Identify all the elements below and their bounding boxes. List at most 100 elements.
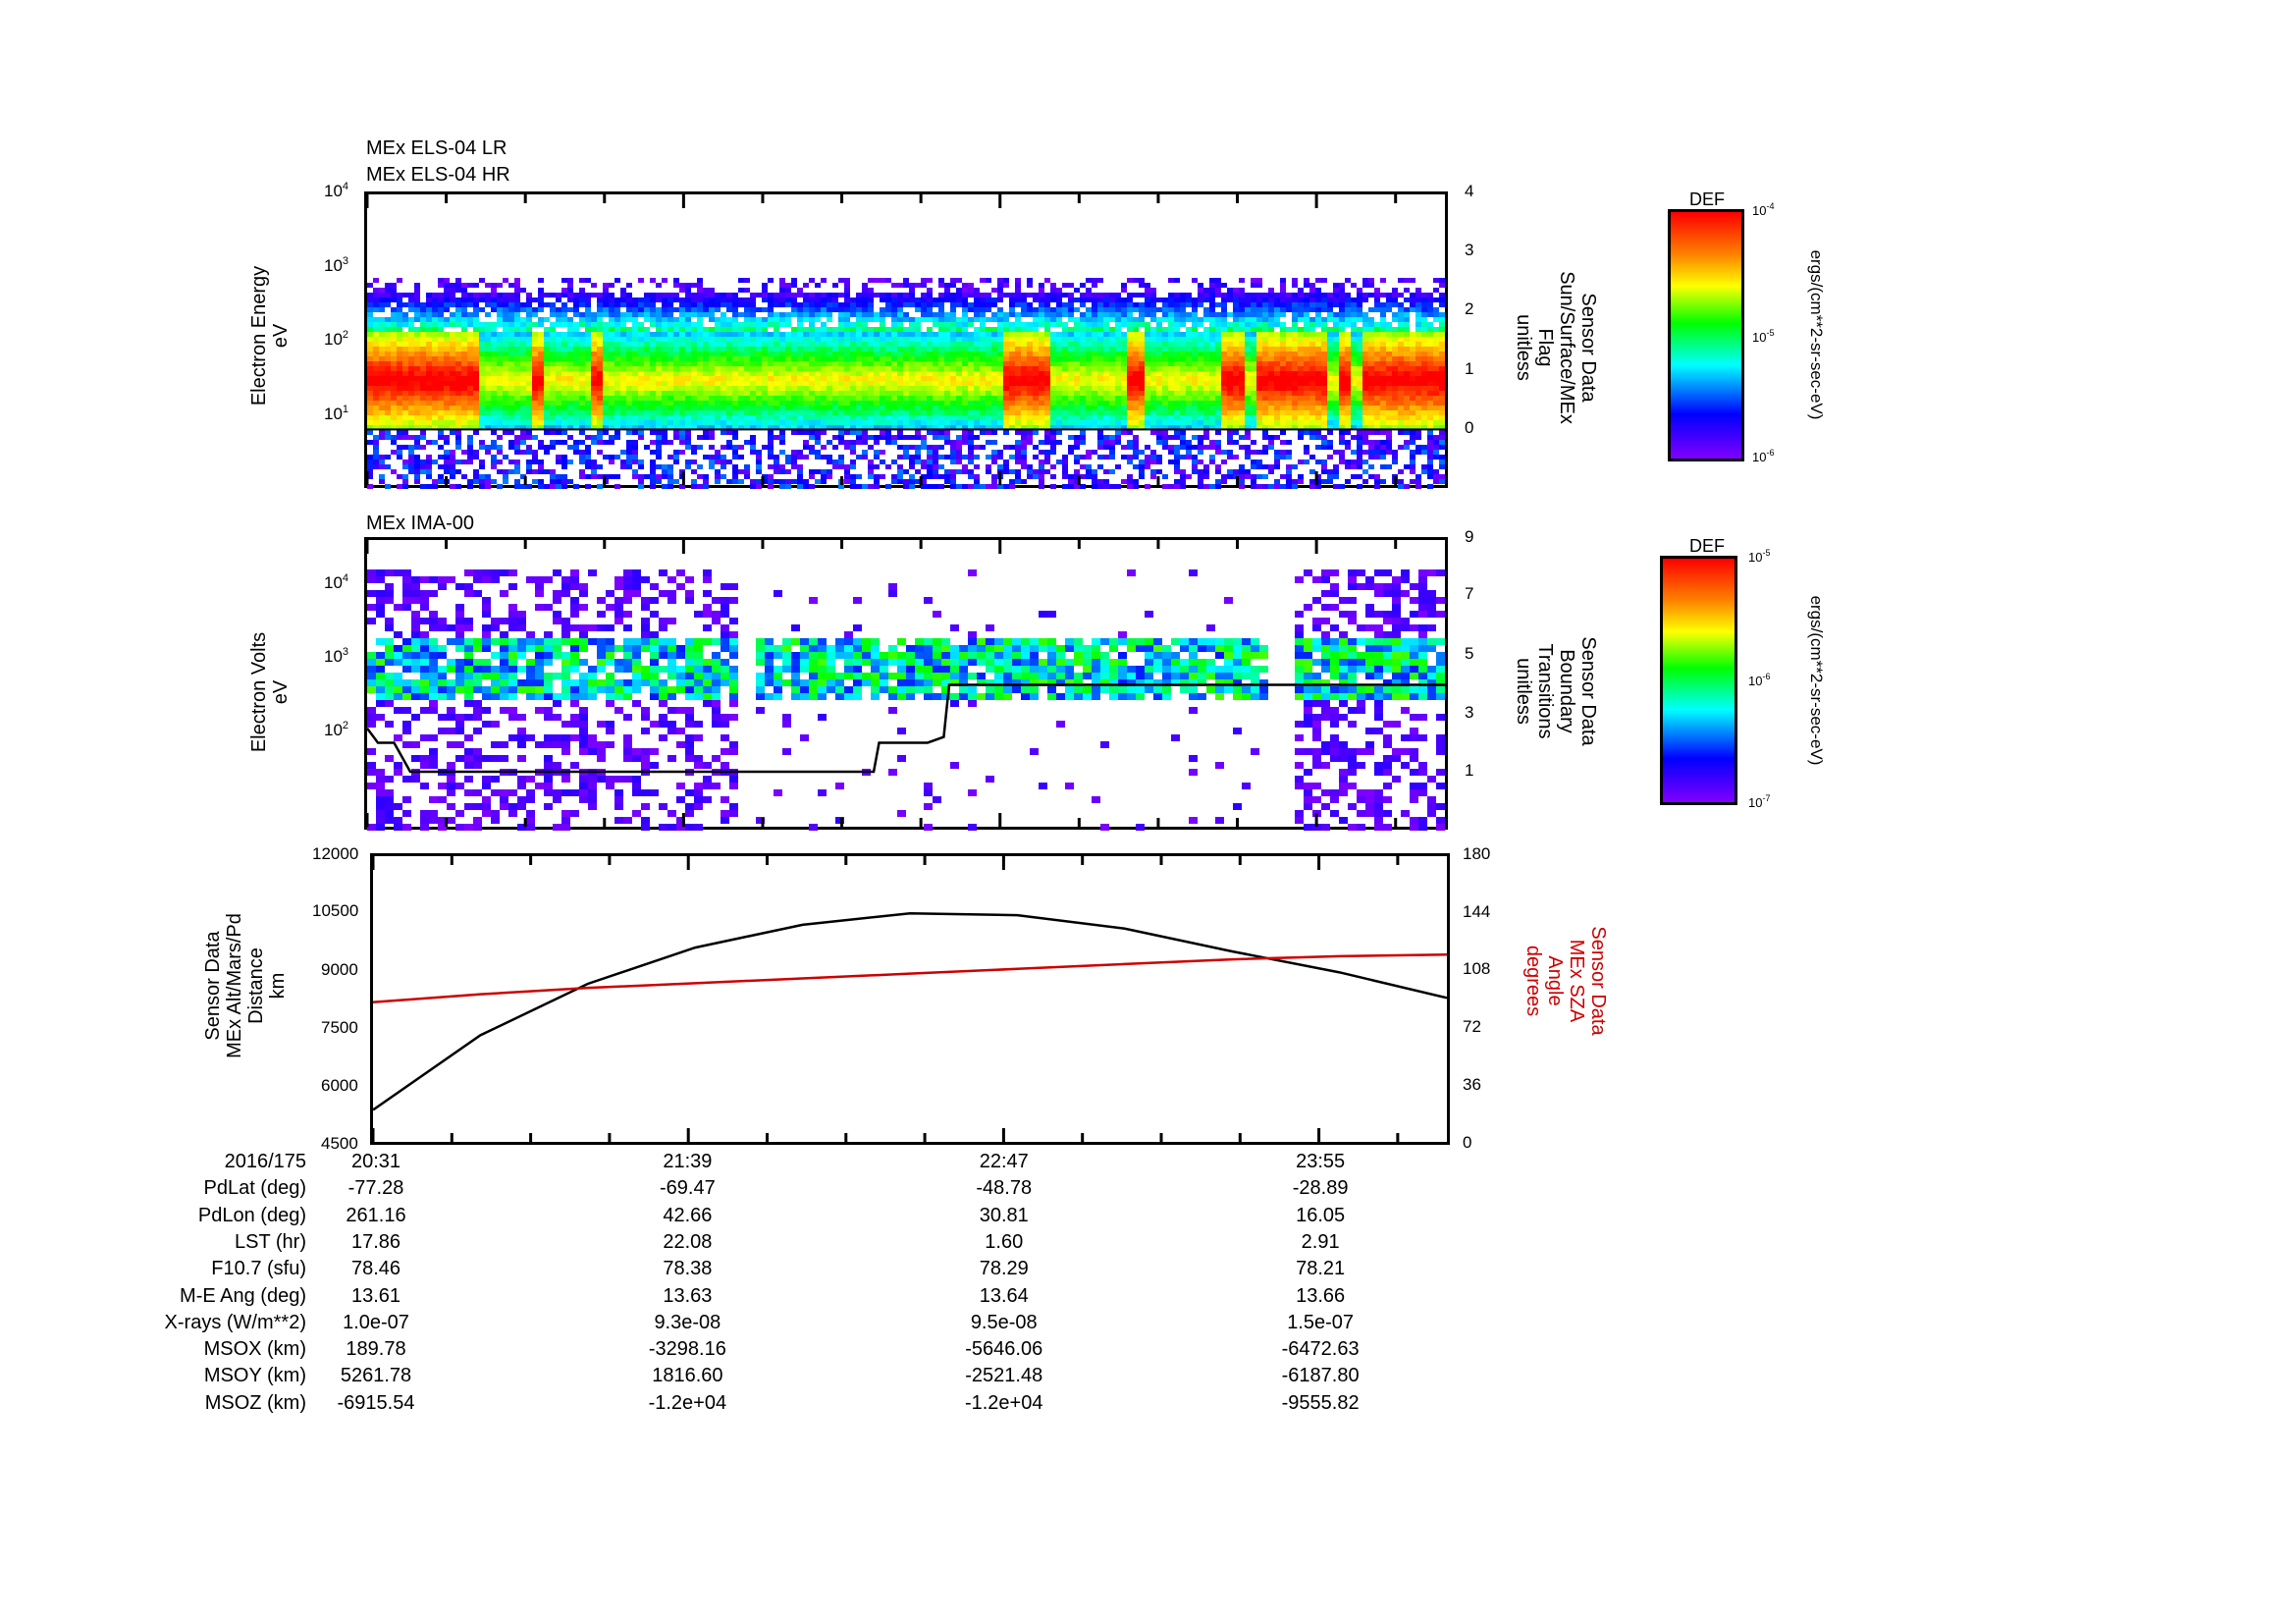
p3-y2tick-108: 108 — [1463, 959, 1491, 978]
sza-line — [372, 952, 1448, 1003]
ephemeris-value: 9.3e-08 — [654, 1311, 721, 1333]
p1-y2tick-0: 0 — [1465, 418, 1474, 437]
p3-ytick-4500: 4500 — [321, 1134, 358, 1153]
p2-y2tick-1: 1 — [1465, 761, 1474, 780]
ephemeris-value: -69.47 — [660, 1177, 716, 1200]
ephemeris-row-label: MSOY (km) — [203, 1365, 306, 1387]
date-label: 2016/175 — [224, 1151, 306, 1172]
p3-y2tick-0: 0 — [1463, 1133, 1472, 1152]
p3-ytick-9000: 9000 — [321, 960, 358, 979]
p1-y2tick-3: 3 — [1465, 241, 1474, 259]
ima-spectrogram-panel — [364, 537, 1448, 831]
p1-ytick-1e3: 103 — [324, 255, 349, 275]
ephemeris-value: 189.78 — [346, 1338, 406, 1361]
altitude-line — [372, 911, 1448, 1111]
ephemeris-value: 1.0e-07 — [343, 1311, 409, 1333]
ephemeris-value: 13.63 — [663, 1284, 713, 1307]
ephemeris-row-label: MSOX (km) — [203, 1338, 306, 1361]
ephemeris-value: 1.60 — [985, 1230, 1024, 1253]
ephemeris-row-label: M-E Ang (deg) — [180, 1284, 306, 1307]
p1-y2label: Sensor Data Sun/Surface/MEx Flag unitles… — [1513, 271, 1599, 424]
p2-y2label: Sensor Data Boundary Transitions unitles… — [1513, 636, 1599, 746]
p3-ylabel: Sensor Data MEx Alt/Mars/Pd Distance km — [202, 913, 289, 1058]
p1-colorbar-title: DEF — [1689, 189, 1725, 209]
ephemeris-value: 5261.78 — [340, 1365, 412, 1387]
ephemeris-value: 13.66 — [1296, 1284, 1346, 1307]
ephemeris-value: 78.46 — [350, 1258, 401, 1280]
p1-ytick-1e1: 101 — [324, 404, 349, 423]
ephemeris-value: -6472.63 — [1281, 1338, 1360, 1361]
ephemeris-value: -2521.48 — [965, 1365, 1043, 1387]
p1-y2tick-2: 2 — [1465, 299, 1474, 318]
p1-ylabel: Electron Energy eV — [248, 265, 292, 406]
p1-y2tick-1: 1 — [1465, 359, 1474, 378]
p1-y2tick-4: 4 — [1465, 182, 1474, 200]
p3-y2label: Sensor Data MEx SZA Angle degrees — [1522, 926, 1609, 1036]
ephemeris-value: 13.64 — [979, 1284, 1029, 1307]
time-tick-label: 21:39 — [663, 1151, 713, 1172]
p2-y2tick-3: 3 — [1465, 703, 1474, 722]
p2-y2tick-5: 5 — [1465, 644, 1474, 663]
ephemeris-value: 78.21 — [1296, 1258, 1346, 1280]
p2-colorbar — [1660, 556, 1737, 805]
ephemeris-value: 16.05 — [1296, 1204, 1346, 1226]
p2-colorbar-units: ergs/(cm**2-sr-sec-eV) — [1807, 595, 1826, 766]
ephemeris-value: -6187.80 — [1281, 1365, 1360, 1387]
p1-ytick-1e4: 104 — [324, 181, 349, 200]
p3-ytick-10500: 10500 — [312, 901, 359, 920]
p3-ytick-7500: 7500 — [321, 1018, 358, 1037]
panel2-title: MEx IMA-00 — [366, 513, 475, 534]
ephemeris-row-label: MSOZ (km) — [204, 1391, 306, 1414]
panel1-title-lr: MEx ELS-04 LR — [366, 137, 507, 159]
time-tick-label: 20:31 — [350, 1151, 401, 1172]
time-tick-label: 22:47 — [979, 1151, 1029, 1172]
ephemeris-value: 78.29 — [979, 1258, 1029, 1280]
ephemeris-value: 17.86 — [350, 1230, 401, 1253]
ephemeris-value: 13.61 — [350, 1284, 401, 1307]
ephemeris-value: 1.5e-07 — [1287, 1311, 1355, 1333]
p2-y2tick-7: 7 — [1465, 584, 1474, 603]
ephemeris-value: -48.78 — [976, 1177, 1033, 1200]
ephemeris-value: 1816.60 — [652, 1365, 723, 1387]
altitude-sza-lines — [371, 856, 1448, 1142]
ephemeris-row-label: PdLon (deg) — [197, 1204, 306, 1226]
els-spectrogram — [365, 194, 1445, 489]
ephemeris-value: 261.16 — [346, 1204, 406, 1226]
ephemeris-value: -9555.82 — [1281, 1391, 1360, 1414]
p2-ytick-1e2: 102 — [324, 720, 349, 739]
p2-colorbar-max: 10-5 — [1748, 548, 1771, 565]
p2-y2tick-9: 9 — [1465, 527, 1474, 546]
p2-colorbar-min: 10-7 — [1748, 793, 1771, 810]
ephemeris-value: -3298.16 — [648, 1338, 726, 1361]
ephemeris-row-label: F10.7 (sfu) — [211, 1258, 306, 1280]
ima-spectrogram — [365, 540, 1445, 831]
p2-ylabel: Electron Volts eV — [248, 631, 292, 753]
ephemeris-value: -28.89 — [1292, 1177, 1349, 1200]
ephemeris-value: -5646.06 — [965, 1338, 1043, 1361]
p3-y2tick-144: 144 — [1463, 902, 1491, 921]
time-ticks — [371, 856, 1400, 1142]
ephemeris-value: 42.66 — [663, 1204, 713, 1226]
ephemeris-value: 9.5e-08 — [970, 1311, 1038, 1333]
p3-y2tick-72: 72 — [1463, 1017, 1481, 1036]
p2-ytick-1e3: 103 — [324, 646, 349, 666]
p1-colorbar-min: 10-6 — [1752, 448, 1775, 464]
ephemeris-value: 2.91 — [1301, 1230, 1340, 1253]
ephemeris-value: 30.81 — [979, 1204, 1029, 1226]
time-ticks — [365, 194, 1398, 485]
ephemeris-value: 78.38 — [663, 1258, 713, 1280]
ephemeris-row-label: X-rays (W/m**2) — [164, 1311, 306, 1333]
p2-colorbar-mid: 10-6 — [1748, 672, 1771, 688]
p3-y2tick-180: 180 — [1463, 844, 1491, 863]
ephemeris-value: -77.28 — [347, 1177, 404, 1200]
ephemeris-value: 22.08 — [663, 1230, 713, 1253]
time-ticks — [365, 540, 1398, 827]
p1-ytick-1e2: 102 — [324, 329, 349, 349]
ephemeris-row-label: LST (hr) — [235, 1230, 306, 1253]
els-spectrogram-panel — [364, 191, 1448, 489]
p3-y2tick-36: 36 — [1463, 1075, 1481, 1094]
ephemeris-value: -6915.54 — [337, 1391, 415, 1414]
ephemeris-value: -1.2e+04 — [648, 1391, 727, 1414]
p1-colorbar-mid: 10-5 — [1752, 328, 1775, 345]
altitude-sza-panel — [370, 853, 1450, 1145]
